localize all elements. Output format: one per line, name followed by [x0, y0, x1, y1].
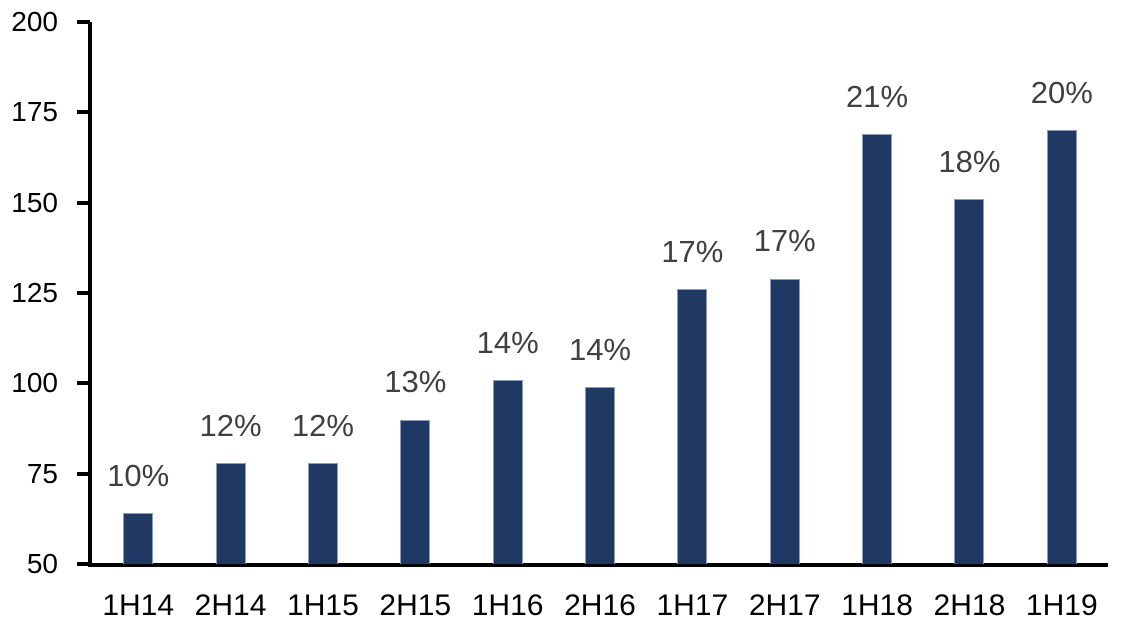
y-tick-mark — [77, 381, 90, 386]
bar-value-label: 12% — [291, 407, 354, 443]
x-axis-label: 2H18 — [933, 589, 1006, 622]
bar-2H15 — [400, 419, 431, 564]
x-axis-label: 2H15 — [379, 589, 452, 622]
bar-1H18 — [862, 134, 893, 564]
bar-column: 20% — [1016, 22, 1108, 564]
bar-column: 13% — [369, 22, 461, 564]
bar-column: 21% — [831, 22, 923, 564]
bar-column: 14% — [554, 22, 646, 564]
x-axis-label: 1H18 — [841, 589, 913, 622]
bar-column: 12% — [184, 22, 276, 564]
y-tick-label: 100 — [11, 367, 58, 399]
bar-1H15 — [307, 462, 338, 564]
x-axis-label: 2H14 — [194, 589, 267, 622]
bar-value-label: 21% — [846, 78, 909, 114]
plot-area: 10% 12% 12% 13% 14% 14% 17% 17% 21% 18% 20% — [92, 22, 1108, 564]
y-tick-label: 75 — [26, 457, 58, 489]
bar-value-label: 17% — [753, 223, 816, 259]
bar-column: 17% — [646, 22, 738, 564]
y-tick-label: 125 — [11, 277, 58, 308]
bar-2H18 — [954, 199, 985, 564]
x-axis-line — [88, 563, 1108, 567]
bar-value-label: 18% — [938, 144, 1001, 180]
y-tick-mark — [77, 471, 90, 476]
x-axis-label: 1H17 — [656, 589, 729, 622]
bar-2H17 — [769, 278, 800, 564]
y-tick-mark — [77, 291, 90, 295]
bar-value-label: 20% — [1030, 75, 1093, 111]
y-tick-label: 50 — [26, 548, 58, 579]
y-axis-line — [88, 22, 92, 567]
x-axis-label: 1H14 — [102, 589, 175, 622]
bar-column: 14% — [461, 22, 553, 564]
y-tick-mark — [77, 20, 90, 24]
y-tick-label: 175 — [11, 96, 58, 128]
y-tick-label: 150 — [11, 186, 58, 218]
x-axis-label: 2H16 — [564, 589, 636, 622]
bar-1H14 — [123, 513, 154, 564]
bar-value-label: 10% — [107, 458, 170, 494]
bar-1H19 — [1046, 130, 1077, 564]
y-tick-mark — [77, 110, 90, 115]
y-tick-mark — [77, 562, 90, 566]
bar-value-label: 14% — [568, 331, 631, 367]
bar-column: 18% — [923, 22, 1015, 564]
bar-2H14 — [215, 462, 246, 564]
x-axis-label: 1H15 — [287, 589, 359, 622]
bar-column: 10% — [92, 22, 184, 564]
bar-1H17 — [677, 289, 708, 564]
bar-column: 12% — [277, 22, 369, 564]
bar-value-label: 17% — [661, 234, 724, 270]
y-tick-label: 200 — [11, 6, 58, 37]
x-axis-label: 1H16 — [471, 589, 544, 622]
x-axis-label: 1H19 — [1025, 589, 1098, 622]
x-axis-label: 2H17 — [748, 589, 821, 622]
bar-2H16 — [584, 386, 615, 564]
x-axis: 1H14 2H14 1H15 2H15 1H16 2H16 1H17 2H17 1H18 2H18… — [92, 589, 1108, 623]
bar-value-label: 13% — [384, 364, 447, 400]
bar-value-label: 12% — [199, 407, 262, 443]
bar-column: 17% — [739, 22, 831, 564]
y-tick-mark — [77, 200, 90, 205]
bar-1H16 — [492, 379, 523, 564]
bar-value-label: 14% — [476, 324, 539, 360]
